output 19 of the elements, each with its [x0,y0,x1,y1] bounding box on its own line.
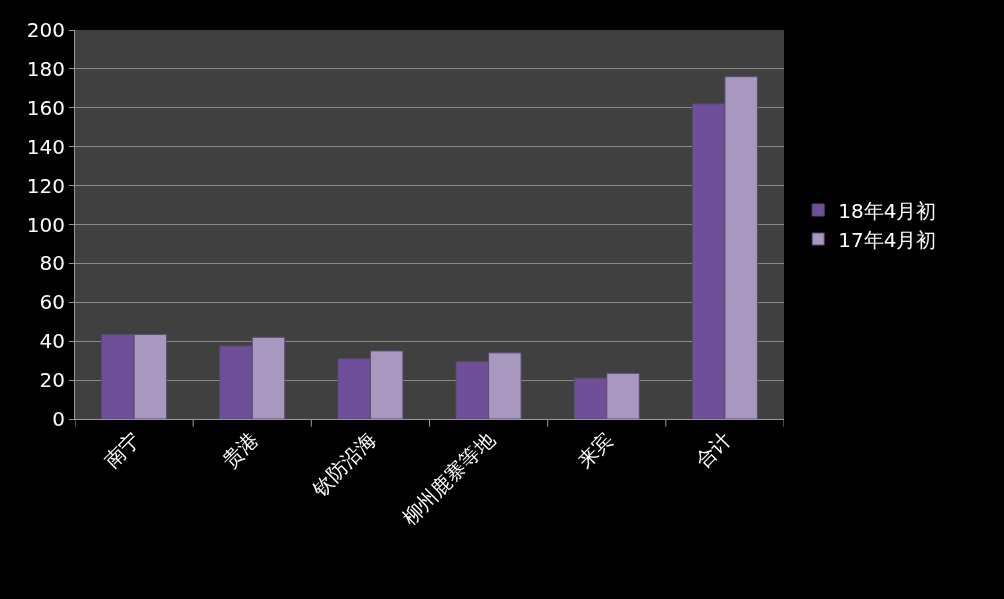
legend-label: 17年4月初 [838,227,937,252]
x-tick-label: 柳州鹿寨等地 [397,427,500,530]
y-tick-label: 120 [26,173,65,198]
y-tick-label: 200 [26,18,65,42]
x-tick-label: 钦防沿海 [306,427,382,502]
x-tick-label: 南宁 [99,427,145,473]
y-tick-label: 20 [39,368,65,393]
y-tick-label: 160 [26,95,65,120]
y-tick-label: 140 [26,134,65,159]
y-tick-label: 0 [52,407,65,431]
y-tick-label: 100 [26,212,65,237]
y-tick-label: 60 [39,290,65,315]
x-tick-label: 来宾 [572,427,618,473]
y-tick-label: 180 [26,56,65,81]
x-tick-label: 合计 [690,427,736,473]
x-tick-label: 贵港 [217,427,263,473]
y-tick-label: 40 [39,329,65,354]
y-tick-label: 80 [39,251,65,276]
legend-label: 18年4月初 [838,198,937,223]
